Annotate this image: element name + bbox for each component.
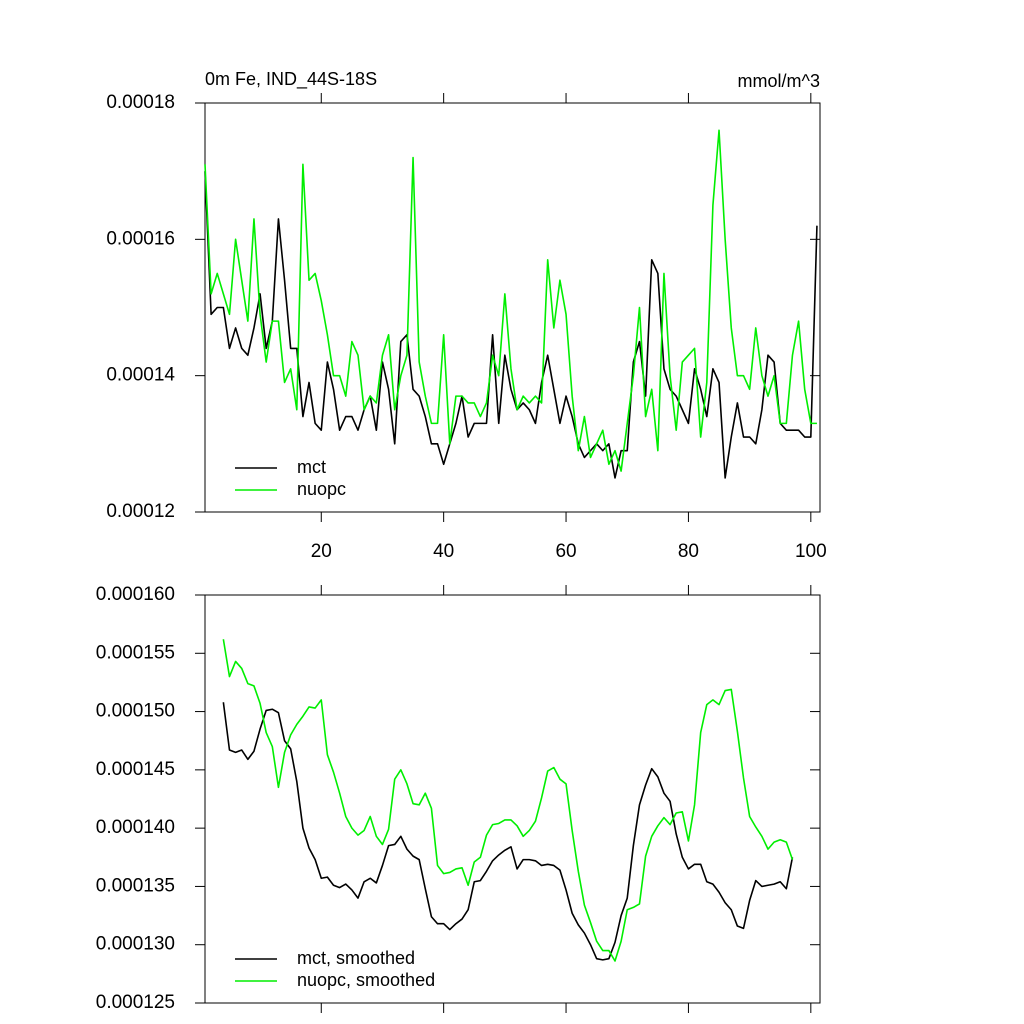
y-tick-label: 0.00012	[106, 501, 175, 522]
chart-title: 0m Fe, IND_44S-18S	[205, 69, 377, 90]
legend-label: nuopc	[297, 479, 346, 499]
series-line	[222, 639, 794, 962]
legend-label: nuopc, smoothed	[297, 970, 435, 990]
y-tick-label: 0.000150	[96, 701, 175, 722]
y-tick-label: 0.000130	[96, 934, 175, 955]
x-tick-label: 60	[555, 541, 576, 562]
plot-frame	[204, 102, 821, 513]
plot-frame	[204, 594, 821, 1004]
x-tick-label: 20	[311, 541, 332, 562]
y-tick-label: 0.000160	[96, 584, 175, 605]
y-tick-label: 0.000155	[96, 642, 175, 663]
units-label: mmol/m^3	[738, 71, 820, 91]
legend-label: mct	[297, 457, 326, 477]
x-tick-label: 100	[795, 541, 827, 562]
y-tick-label: 0.00016	[106, 228, 175, 249]
series-line	[204, 171, 818, 479]
y-tick-label: 0.000140	[96, 817, 175, 838]
legend-label: mct, smoothed	[297, 948, 415, 968]
series-line	[204, 129, 817, 472]
series-line	[222, 702, 794, 961]
y-tick-label: 0.000125	[96, 992, 175, 1013]
y-tick-label: 0.000145	[96, 759, 175, 780]
x-tick-label: 40	[433, 541, 454, 562]
y-tick-label: 0.00014	[106, 365, 175, 386]
y-tick-label: 0.000135	[96, 875, 175, 896]
x-tick-label: 80	[678, 541, 699, 562]
y-tick-label: 0.00018	[106, 92, 175, 113]
